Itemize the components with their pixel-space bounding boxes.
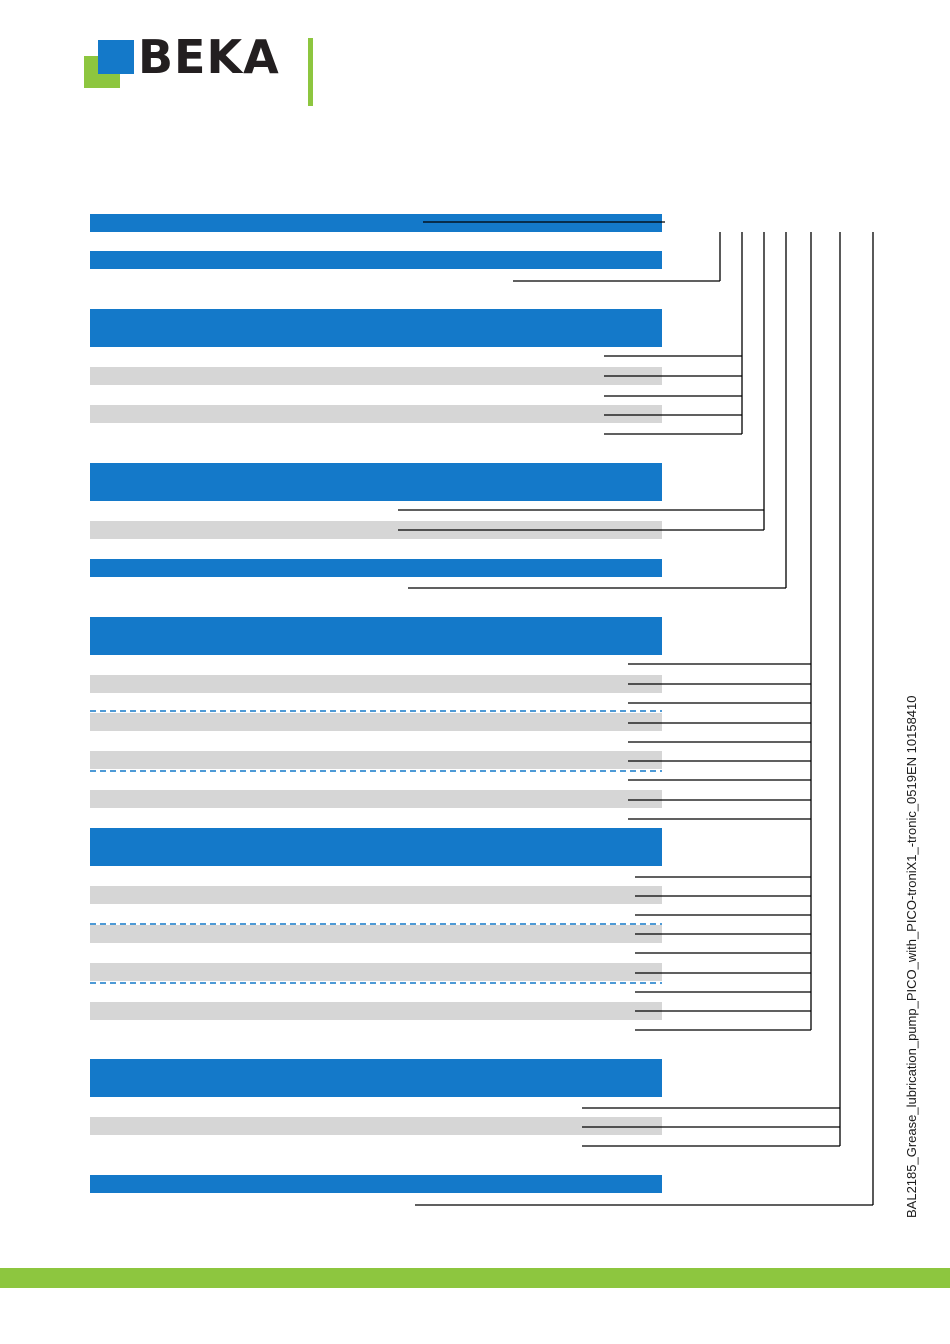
- header-row: [90, 214, 662, 232]
- option-row: [90, 790, 662, 808]
- header-row: [90, 463, 662, 501]
- header-row: [90, 309, 662, 347]
- footer-bar: [0, 1268, 950, 1288]
- option-row: [90, 675, 662, 693]
- option-row: [90, 713, 662, 731]
- beka-logo: [84, 22, 324, 108]
- logo-wordmark: BEKA: [138, 30, 280, 84]
- header-row: [90, 1059, 662, 1097]
- header-row: [90, 1175, 662, 1193]
- option-row: [90, 521, 662, 539]
- header-row: [90, 251, 662, 269]
- option-row: [90, 963, 662, 981]
- option-row: [90, 367, 662, 385]
- option-row: [90, 886, 662, 904]
- option-row: [90, 925, 662, 943]
- header-row: [90, 559, 662, 577]
- option-row: [90, 1117, 662, 1135]
- header-row: [90, 617, 662, 655]
- header-row: [90, 828, 662, 866]
- document-id: BAL2185_Grease_lubrication_pump_PICO_wit…: [904, 695, 919, 1219]
- option-row: [90, 405, 662, 423]
- order-code-diagram: [90, 214, 874, 1206]
- logo-vertical-divider: [308, 22, 313, 106]
- logo-blue-square: [98, 40, 134, 74]
- option-row: [90, 1002, 662, 1020]
- option-row: [90, 751, 662, 769]
